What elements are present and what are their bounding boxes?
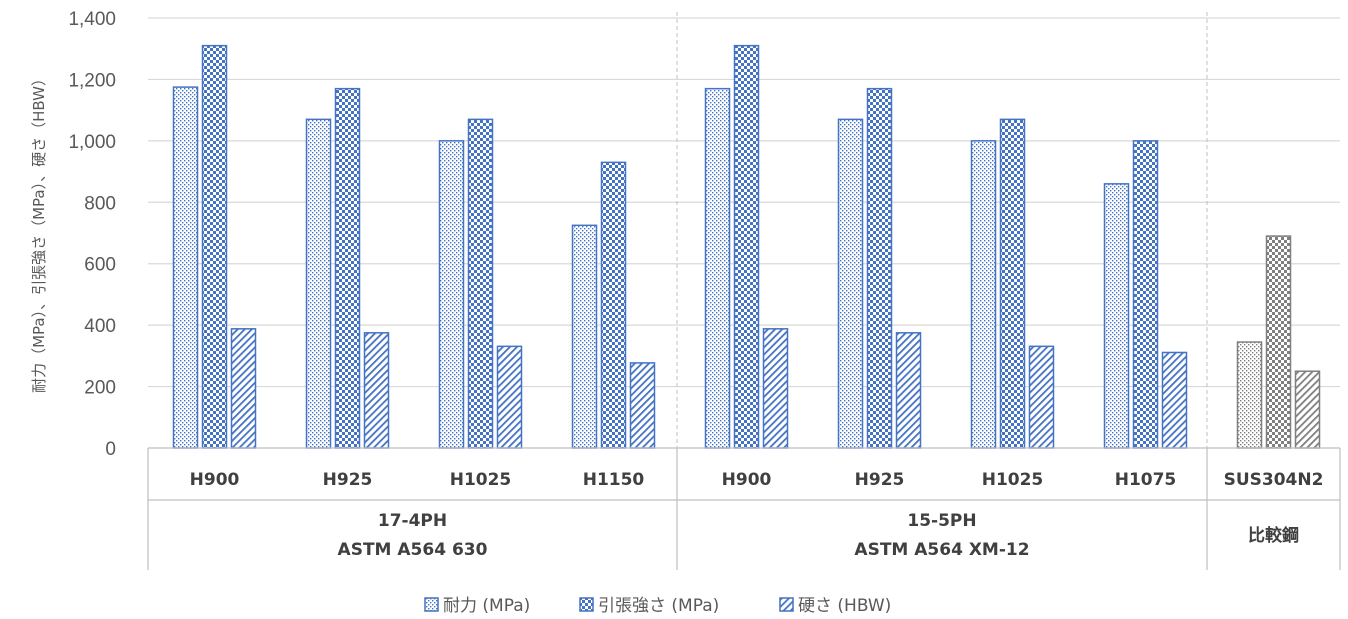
y-tick-label: 1,000 bbox=[68, 132, 116, 153]
x-category-label: H1025 bbox=[450, 470, 512, 490]
group-label-line2: ASTM A564 XM-12 bbox=[854, 540, 1029, 560]
bar-yield-strength bbox=[305, 118, 332, 449]
y-tick-label: 0 bbox=[105, 439, 116, 460]
group-label-line1: SUS304N2 bbox=[1224, 470, 1324, 490]
x-category-label: H1025 bbox=[982, 470, 1044, 490]
legend-swatch bbox=[424, 597, 439, 612]
y-tick-label: 400 bbox=[84, 316, 116, 337]
bar-tensile-strength bbox=[1132, 140, 1159, 449]
legend-swatch bbox=[579, 597, 594, 612]
bar-yield-strength bbox=[438, 140, 465, 449]
x-category-label: H925 bbox=[323, 470, 373, 490]
bar-hardness bbox=[230, 328, 257, 449]
legend-label: 硬さ (HBW) bbox=[798, 596, 891, 616]
bar-yield-strength bbox=[837, 118, 864, 449]
bar-yield-strength bbox=[1236, 341, 1263, 449]
bar-tensile-strength bbox=[866, 87, 893, 449]
group-label-line1: 15-5PH bbox=[907, 511, 976, 531]
bar-hardness bbox=[1161, 351, 1188, 449]
group-label-line2: 比較鋼 bbox=[1248, 525, 1299, 546]
x-category-label: H900 bbox=[722, 470, 772, 490]
bar-yield-strength bbox=[172, 86, 199, 449]
bar-tensile-strength bbox=[600, 161, 627, 449]
bar-yield-strength bbox=[571, 224, 598, 449]
bar-yield-strength bbox=[1103, 183, 1130, 449]
legend: 耐力 (MPa) 引張強さ (MPa) 硬さ (HBW) bbox=[424, 596, 891, 616]
legend-label: 耐力 (MPa) bbox=[443, 596, 530, 616]
bar-tensile-strength bbox=[1265, 235, 1292, 449]
bar-hardness bbox=[762, 328, 789, 449]
y-tick-label: 1,200 bbox=[68, 70, 116, 91]
group-label-line2: ASTM A564 630 bbox=[338, 540, 488, 560]
bar-hardness bbox=[629, 362, 656, 449]
legend-item-yield-strength: 耐力 (MPa) bbox=[424, 596, 530, 616]
x-category-label: H925 bbox=[855, 470, 905, 490]
bar-tensile-strength bbox=[733, 44, 760, 449]
bars bbox=[172, 44, 1321, 449]
bar-yield-strength bbox=[704, 87, 731, 449]
bar-hardness bbox=[895, 332, 922, 449]
bar-tensile-strength bbox=[201, 44, 228, 449]
x-axis: H900 H925 H1025 H1150 17-4PH ASTM A564 630 H90… bbox=[147, 447, 1341, 570]
legend-swatch bbox=[779, 597, 794, 612]
bar-hardness bbox=[496, 345, 523, 449]
y-tick-label: 1,400 bbox=[68, 9, 116, 30]
legend-label: 引張強さ (MPa) bbox=[598, 596, 719, 616]
bar-yield-strength bbox=[970, 140, 997, 449]
legend-item-hardness: 硬さ (HBW) bbox=[779, 596, 891, 616]
y-tick-label: 800 bbox=[84, 193, 116, 214]
y-tick-label: 200 bbox=[84, 378, 116, 399]
legend-item-tensile-strength: 引張強さ (MPa) bbox=[579, 596, 719, 616]
bar-tensile-strength bbox=[334, 87, 361, 449]
y-tick-label: 600 bbox=[84, 255, 116, 276]
y-axis-label: 耐力（MPa）、引張強さ（MPa）、硬さ（HBW） bbox=[30, 71, 48, 393]
bar-hardness bbox=[1028, 345, 1055, 449]
x-category-label: H1075 bbox=[1115, 470, 1177, 490]
bar-tensile-strength bbox=[467, 118, 494, 449]
bar-tensile-strength bbox=[999, 118, 1026, 449]
x-category-label: H900 bbox=[190, 470, 240, 490]
bar-hardness bbox=[1294, 370, 1321, 449]
bar-hardness bbox=[363, 332, 390, 449]
y-axis-ticks: 0 200 400 600 800 1,000 1,200 1,400 bbox=[68, 9, 116, 460]
x-category-label: H1150 bbox=[583, 470, 645, 490]
group-label-line1: 17-4PH bbox=[378, 511, 447, 531]
